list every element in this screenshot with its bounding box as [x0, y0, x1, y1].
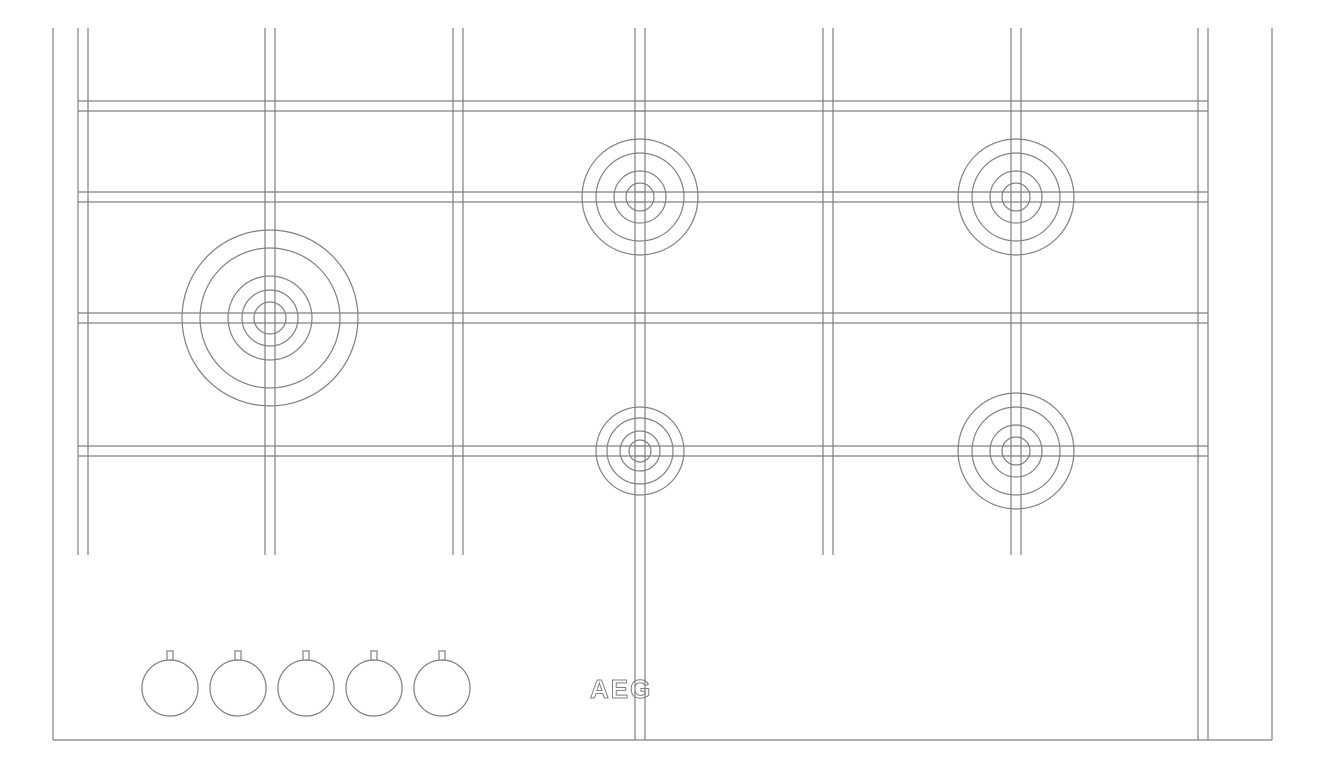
- cooktop-diagram: AEG: [0, 0, 1325, 768]
- burner-large-left: [182, 230, 358, 406]
- grate-horizontal-bar: [78, 101, 645, 111]
- brand-logo: AEG: [590, 674, 652, 704]
- control-knob[interactable]: [346, 651, 402, 716]
- grate-horizontal-bar: [635, 446, 1208, 456]
- grate-horizontal-bar: [635, 313, 1208, 323]
- grate-vertical-bar: [453, 28, 463, 555]
- control-knob[interactable]: [142, 651, 198, 716]
- burner-top-center: [582, 139, 698, 255]
- grate-vertical-bar: [265, 28, 275, 555]
- grate-horizontal-bar: [78, 446, 645, 456]
- grate-vertical-bar: [1198, 28, 1208, 740]
- burner-bottom-right: [958, 393, 1074, 509]
- grate-vertical-bar: [78, 28, 88, 555]
- grate-horizontal-bar: [78, 313, 645, 323]
- grate-horizontal-bar: [635, 192, 1208, 202]
- burner-bottom-center: [596, 407, 684, 495]
- grate-vertical-bar: [823, 28, 833, 555]
- control-knob[interactable]: [210, 651, 266, 716]
- grate-horizontal-bar: [635, 101, 1208, 111]
- grate-vertical-bar: [1011, 28, 1021, 555]
- grate-horizontal-bar: [78, 192, 645, 202]
- grate-vertical-bar: [635, 28, 645, 740]
- control-knob[interactable]: [414, 651, 470, 716]
- burner-top-right: [958, 139, 1074, 255]
- control-knob[interactable]: [278, 651, 334, 716]
